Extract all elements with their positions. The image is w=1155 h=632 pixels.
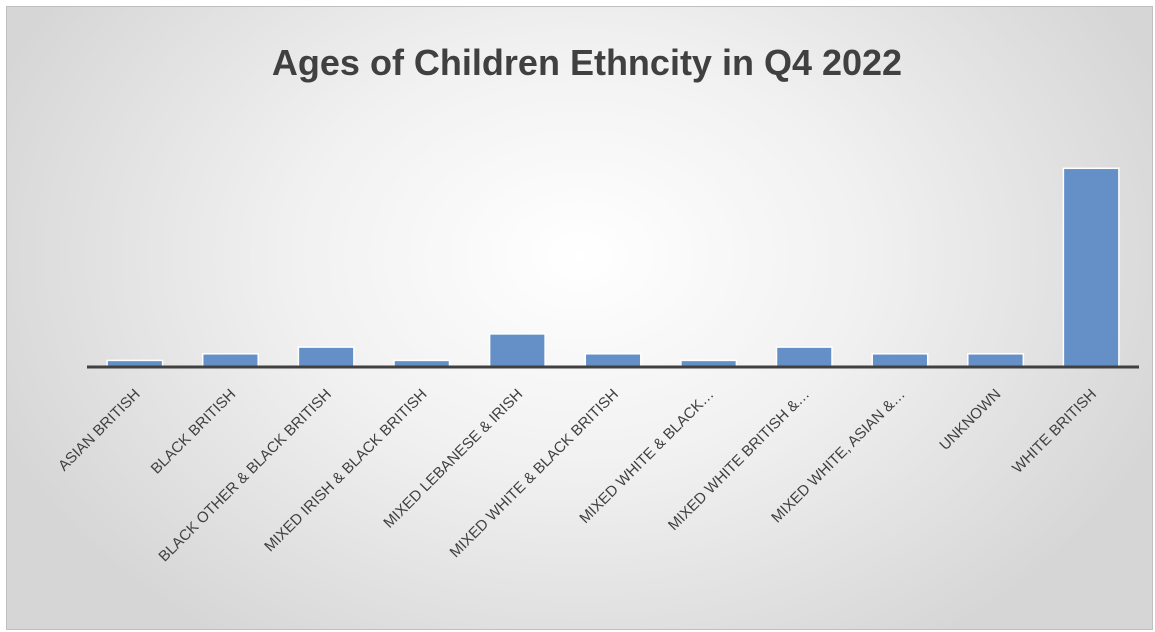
chart-title: Ages of Children Ethncity in Q4 2022 — [272, 42, 902, 83]
x-tick-label-9: UNKNOWN — [936, 386, 1004, 454]
x-tick-label-0: ASIAN BRITISH — [55, 386, 144, 475]
x-tick-label-3: MIXED IRISH & BLACK BRITISH — [261, 386, 430, 555]
bar-5 — [584, 353, 642, 368]
x-tick-label-10: WHITE BRITISH — [1009, 386, 1100, 477]
bar-8 — [871, 353, 929, 368]
x-tick-label-2: BLACK OTHER & BLACK BRITISH — [156, 386, 335, 565]
bars-group — [106, 167, 1120, 368]
chart-area: Ages of Children Ethncity in Q4 2022 ASI… — [6, 6, 1153, 630]
bar-10 — [1062, 167, 1120, 368]
x-tick-label-1: BLACK BRITISH — [148, 386, 240, 478]
bar-9 — [967, 353, 1025, 368]
bar-2 — [297, 346, 355, 368]
bar-chart: Ages of Children Ethncity in Q4 2022 ASI… — [55, 42, 1139, 565]
x-tick-label-5: MIXED WHITE & BLACK BRITISH — [447, 386, 622, 561]
bar-7 — [775, 346, 833, 368]
bar-1 — [201, 353, 259, 368]
bar-4 — [488, 333, 546, 368]
